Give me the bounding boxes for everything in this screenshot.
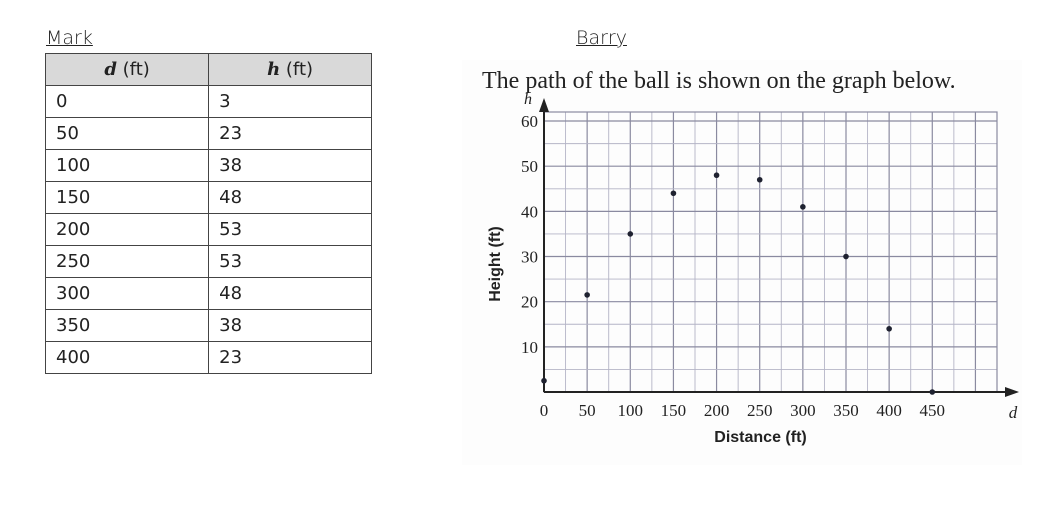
data-point [886, 325, 892, 332]
cell-h: 38 [208, 149, 372, 182]
cell-d: 300 [44, 277, 210, 310]
y-axis-arrow [539, 98, 549, 112]
cell-h: 53 [208, 213, 372, 246]
data-point [929, 389, 936, 395]
x-axis-title: Distance (ft) [714, 429, 806, 446]
column-header-h: h (ft) [208, 53, 372, 86]
table-row: 50 23 [44, 117, 372, 150]
cell-h: 48 [208, 277, 372, 310]
graph-panel: The path of the ball is shown on the gra… [462, 60, 1022, 465]
cell-d: 150 [44, 181, 210, 214]
y-tick-label: 10 [521, 338, 538, 357]
cell-d: 400 [44, 341, 210, 374]
cell-h: 3 [208, 85, 372, 118]
y-tick-label: 20 [521, 293, 538, 312]
barry-label: Barry [576, 27, 627, 49]
x-tick-label: 0 [540, 401, 549, 420]
x-tick-label: 300 [790, 401, 816, 420]
x-tick-label: 50 [579, 401, 596, 420]
data-point [843, 253, 849, 260]
table-row: 350 38 [44, 309, 372, 342]
cell-d: 350 [44, 309, 210, 342]
table-row: 250 53 [44, 245, 372, 278]
table-row: 150 48 [44, 181, 372, 214]
y-axis-title: Height (ft) [487, 226, 504, 302]
cell-d: 200 [44, 213, 210, 246]
data-point [541, 377, 547, 384]
x-tick-label: 200 [704, 401, 730, 420]
x-tick-label: 250 [747, 401, 773, 420]
table-header-row: d (ft) h (ft) [44, 53, 372, 86]
data-point [756, 176, 763, 183]
table-row: 300 48 [44, 277, 372, 310]
cell-d: 50 [44, 117, 210, 150]
x-tick-label: 150 [661, 401, 687, 420]
mark-label: Mark [46, 27, 93, 49]
x-tick-label: 100 [618, 401, 644, 420]
table-row: 400 23 [44, 341, 372, 374]
data-point [670, 190, 677, 197]
y-tick-label: 50 [521, 157, 538, 176]
cell-h: 23 [208, 117, 372, 150]
x-tick-label: 350 [833, 401, 859, 420]
y-tick-label: 60 [521, 112, 538, 131]
table-row: 100 38 [44, 149, 372, 182]
plot-border [543, 111, 998, 393]
x-axis-variable: d [1009, 403, 1018, 422]
cell-d: 0 [44, 85, 210, 118]
cell-d: 100 [44, 149, 210, 182]
y-tick-label: 30 [521, 248, 538, 267]
y-axis-variable: h [524, 91, 532, 108]
x-axis-arrow [1005, 387, 1019, 397]
cell-h: 23 [208, 341, 372, 374]
cell-h: 53 [208, 245, 372, 278]
x-tick-label: 400 [876, 401, 902, 420]
data-point [800, 204, 806, 210]
x-tick-label: 450 [920, 401, 946, 420]
cell-h: 38 [208, 309, 372, 342]
column-header-d: d (ft) [44, 53, 210, 86]
cell-h: 48 [208, 181, 372, 214]
scatter-chart: 0 50 100 150 200 250 300 350 400 450 10 20 30 40 50 60 d… [487, 91, 1019, 446]
data-point [713, 172, 720, 179]
table-row: 200 53 [44, 213, 372, 246]
cell-d: 250 [44, 245, 210, 278]
y-tick-label: 40 [521, 202, 538, 221]
graph-caption: The path of the ball is shown on the gra… [482, 68, 956, 94]
data-point [584, 292, 590, 298]
data-point [627, 231, 634, 237]
